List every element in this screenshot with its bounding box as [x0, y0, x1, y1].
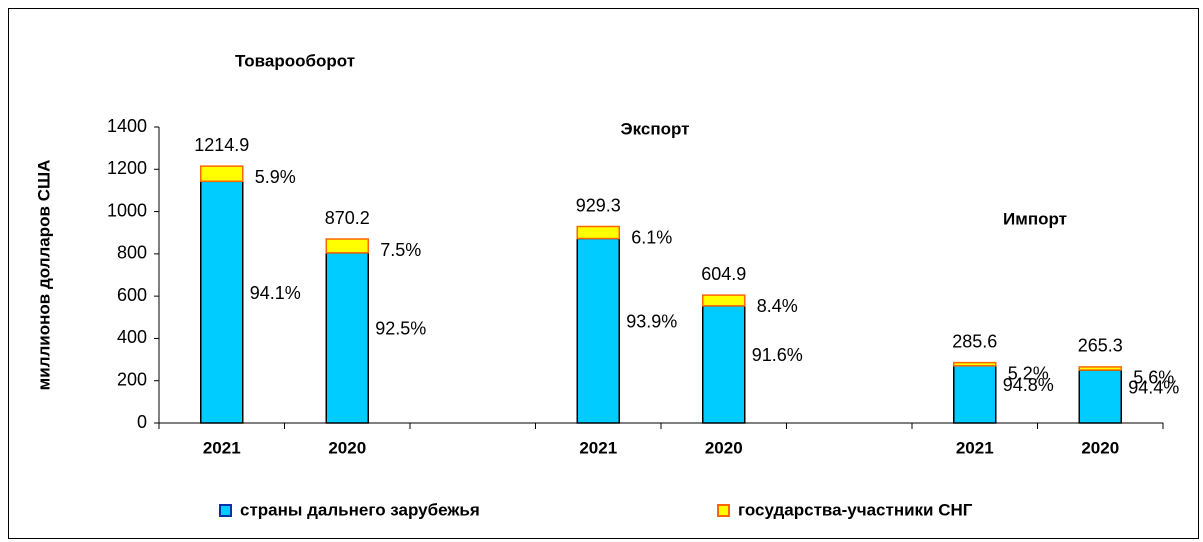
share-label: 94.1%: [250, 283, 301, 303]
share-label: 7.5%: [380, 240, 421, 260]
total-label: 265.3: [1078, 336, 1123, 356]
y-tick-label: 600: [117, 285, 147, 305]
share-label: 94.4%: [1128, 377, 1179, 397]
bar-segment: [325, 238, 369, 254]
share-label: 91.6%: [752, 345, 803, 365]
x-tick-label: 2021: [956, 438, 994, 457]
bar-segment: [953, 361, 997, 367]
legend-label: страны дальнего зарубежья: [240, 500, 480, 519]
share-label: 93.9%: [626, 312, 677, 332]
y-tick-label: 800: [117, 243, 147, 263]
total-label: 870.2: [325, 208, 370, 228]
group-title: Экспорт: [621, 119, 690, 138]
y-tick-label: 1200: [107, 158, 147, 178]
bar-segment: [1078, 366, 1122, 371]
legend-swatch: [219, 504, 232, 517]
share-label: 5.9%: [255, 167, 296, 187]
total-label: 929.3: [576, 195, 621, 215]
bar-segment: [702, 305, 746, 424]
bar-segment: [702, 294, 746, 307]
group-title: Товарооборот: [235, 51, 355, 70]
x-tick-label: 2021: [203, 438, 241, 457]
bar-segment: [200, 180, 244, 424]
y-tick-label: 400: [117, 327, 147, 347]
legend-label: государства-участники СНГ: [738, 500, 973, 519]
share-label: 5.6%: [1133, 368, 1174, 388]
y-tick-label: 0: [137, 412, 147, 432]
y-tick-label: 1400: [107, 116, 147, 136]
bar-segment: [576, 225, 620, 240]
y-axis-label: миллионов долларов США: [34, 160, 53, 391]
y-tick-label: 1000: [107, 200, 147, 220]
y-tick-label: 200: [117, 369, 147, 389]
bar-segment: [1078, 369, 1122, 424]
x-tick-label: 2020: [1081, 438, 1119, 457]
group-title: Импорт: [1003, 209, 1067, 228]
share-label: 92.5%: [375, 319, 426, 339]
share-label: 6.1%: [631, 227, 672, 247]
x-tick-label: 2020: [705, 438, 743, 457]
total-label: 1214.9: [194, 135, 249, 155]
share-label: 94.8%: [1003, 375, 1054, 395]
total-label: 604.9: [701, 264, 746, 284]
bar-segment: [953, 365, 997, 424]
x-tick-label: 2021: [579, 438, 617, 457]
share-label: 5.2%: [1008, 363, 1049, 383]
legend-swatch: [717, 504, 730, 517]
bar-segment: [576, 237, 620, 424]
bar-segment: [200, 165, 244, 183]
total-label: 285.6: [952, 331, 997, 351]
share-label: 8.4%: [757, 296, 798, 316]
x-tick-label: 2020: [328, 438, 366, 457]
bar-segment: [325, 252, 369, 424]
